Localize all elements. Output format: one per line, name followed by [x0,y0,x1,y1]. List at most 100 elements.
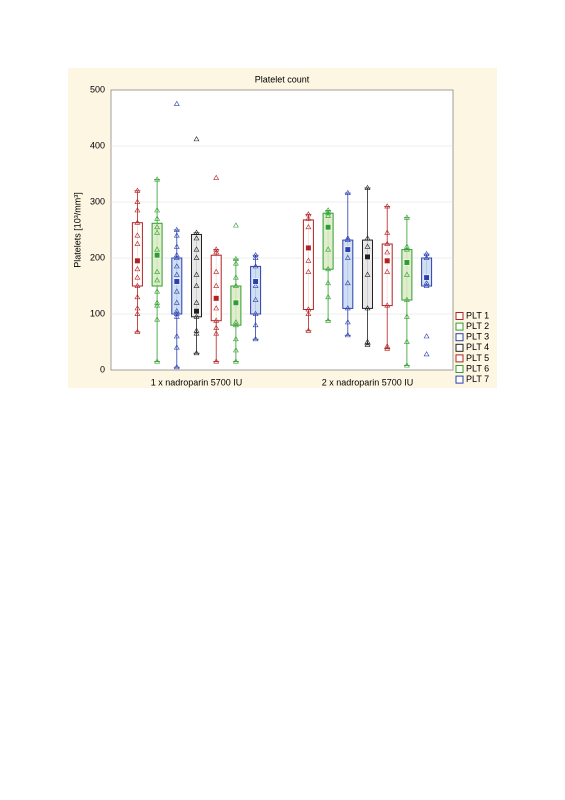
data-point [173,288,180,294]
data-point [232,319,239,325]
data-point [134,282,141,288]
median [344,246,351,253]
data-point [344,236,351,242]
data-point [154,268,161,274]
data-point [134,240,141,246]
median [232,299,240,306]
data-point [325,317,332,323]
box [302,219,314,311]
data-point [423,279,430,286]
data-point [305,327,312,333]
data-point [344,332,351,338]
data-point [134,328,141,334]
data-point [193,271,200,277]
median [134,257,141,264]
data-point [173,251,180,258]
box [250,265,262,315]
data-point [173,310,180,316]
chart-title: Platelet count [255,74,310,84]
data-point [344,319,351,325]
legend-label: PLT 1 [466,310,489,320]
data-point [364,235,371,241]
data-point [193,299,200,305]
data-point [193,136,200,142]
legend-marker [455,333,464,342]
data-point [384,229,391,235]
median [252,278,259,285]
data-point [154,229,161,235]
data-point [384,302,391,308]
data-point [134,198,141,204]
data-point [213,249,220,255]
data-point [154,358,161,364]
data-point [344,189,351,195]
data-point [173,344,180,350]
data-point [232,274,239,280]
data-point [134,219,141,225]
y-tick-label: 400 [90,140,105,150]
data-point [403,362,410,368]
data-point [403,313,410,319]
data-point [173,299,180,305]
data-point [364,338,371,344]
data-point [325,293,332,300]
y-tick-label: 500 [90,84,105,94]
data-point [134,187,141,193]
data-point [325,265,332,272]
data-point [154,277,161,283]
data-point [423,333,430,339]
legend-marker [455,354,464,363]
data-point [305,257,312,263]
data-point [232,260,239,266]
data-point [325,207,332,213]
box [381,243,393,307]
y-tick-label: 200 [90,252,105,262]
data-point [252,251,259,258]
data-point [325,209,332,216]
data-point [134,293,141,300]
data-point [252,321,259,328]
data-point [193,282,200,288]
data-point [305,215,312,221]
data-point [173,271,180,277]
data-point [213,282,220,288]
data-point [134,207,141,213]
box [421,257,433,287]
y-tick-label: 100 [90,308,105,318]
data-point [213,246,220,252]
median [193,308,200,315]
data-point [344,305,351,311]
data-point [384,203,391,209]
legend-label: PLT 2 [466,321,489,331]
data-point [305,268,312,274]
data-point [423,351,430,357]
data-point [232,347,239,353]
data-point [325,212,332,218]
data-point [154,246,161,252]
data-point [154,302,161,308]
data-point [213,268,220,274]
box [362,239,373,309]
legend-label: PLT 3 [466,332,489,342]
data-point [403,296,410,302]
data-point [364,271,371,277]
data-point [423,254,430,260]
median [305,244,312,252]
legend-marker [455,375,464,384]
data-point [232,321,239,328]
data-point [344,235,351,241]
legend-marker [455,343,464,352]
data-point [154,316,161,322]
legend-marker [455,365,464,373]
data-point [384,249,391,255]
data-point [213,317,220,323]
legend-label: PLT 6 [466,363,489,373]
data-point [154,207,161,213]
data-point [232,222,239,228]
data-point [173,243,180,249]
data-point [193,327,200,333]
legend-label: PLT 5 [466,353,489,363]
data-point [173,100,180,106]
data-point [252,263,259,269]
